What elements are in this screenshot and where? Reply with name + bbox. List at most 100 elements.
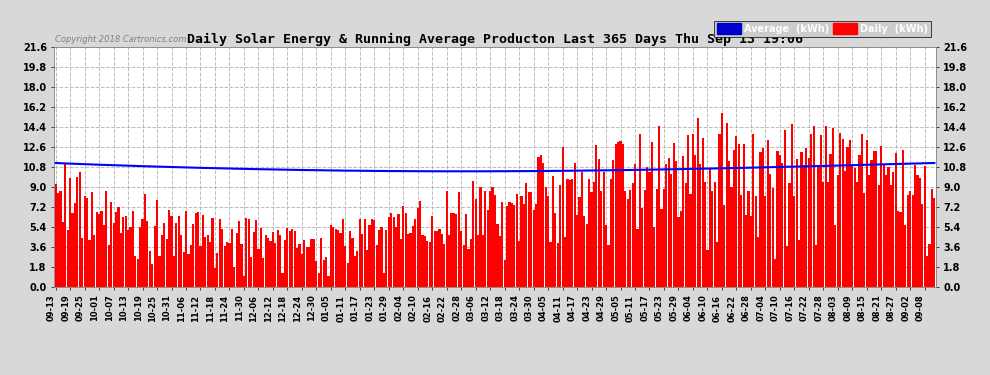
Bar — [351, 238, 353, 287]
Bar — [892, 172, 894, 287]
Bar — [706, 250, 709, 287]
Bar — [291, 229, 293, 287]
Bar — [771, 188, 774, 287]
Bar — [363, 219, 365, 287]
Bar — [407, 234, 409, 287]
Bar — [687, 135, 689, 287]
Bar — [494, 195, 496, 287]
Bar — [835, 225, 837, 287]
Bar — [91, 192, 93, 287]
Bar — [749, 216, 752, 287]
Bar — [246, 218, 248, 287]
Bar — [204, 237, 206, 287]
Bar — [397, 214, 400, 287]
Bar — [506, 206, 508, 287]
Bar — [617, 142, 619, 287]
Bar — [724, 205, 726, 287]
Bar — [709, 169, 711, 287]
Bar — [390, 213, 392, 287]
Bar — [57, 193, 59, 287]
Bar — [612, 160, 615, 287]
Bar — [620, 141, 622, 287]
Bar — [719, 134, 721, 287]
Bar — [796, 159, 798, 287]
Bar — [736, 135, 738, 287]
Bar — [214, 267, 216, 287]
Bar — [904, 225, 907, 287]
Bar — [400, 239, 402, 287]
Bar — [452, 213, 455, 287]
Bar — [786, 246, 788, 287]
Bar — [432, 216, 434, 287]
Bar — [144, 194, 147, 287]
Bar — [837, 175, 839, 287]
Bar — [823, 182, 825, 287]
Bar — [655, 189, 657, 287]
Bar — [93, 235, 95, 287]
Bar — [71, 213, 73, 287]
Bar — [742, 144, 744, 287]
Bar — [759, 152, 761, 287]
Bar — [784, 130, 786, 287]
Bar — [168, 210, 170, 287]
Bar — [583, 216, 585, 287]
Bar — [853, 168, 855, 287]
Bar — [646, 167, 648, 287]
Bar — [754, 196, 756, 287]
Bar — [368, 225, 370, 287]
Bar — [788, 183, 791, 287]
Bar — [856, 183, 858, 287]
Bar — [130, 227, 132, 287]
Text: Copyright 2018 Cartronics.com: Copyright 2018 Cartronics.com — [55, 36, 187, 45]
Bar — [627, 199, 629, 287]
Bar — [212, 218, 214, 287]
Bar — [929, 244, 931, 287]
Bar — [805, 148, 808, 287]
Bar — [482, 236, 484, 287]
Bar — [151, 264, 153, 287]
Bar — [504, 260, 506, 287]
Bar — [650, 142, 653, 287]
Bar — [187, 254, 189, 287]
Bar — [353, 256, 356, 287]
Bar — [595, 145, 598, 287]
Bar — [484, 191, 486, 287]
Bar — [861, 134, 863, 287]
Bar — [333, 227, 335, 287]
Bar — [629, 190, 632, 287]
Bar — [639, 135, 641, 287]
Bar — [665, 164, 667, 287]
Bar — [499, 236, 501, 287]
Bar — [818, 165, 820, 287]
Bar — [909, 191, 911, 287]
Bar — [356, 251, 358, 287]
Bar — [100, 211, 103, 287]
Bar — [677, 217, 679, 287]
Bar — [716, 242, 718, 287]
Bar — [523, 204, 525, 287]
Bar — [361, 234, 363, 287]
Bar — [538, 157, 540, 287]
Bar — [779, 155, 781, 287]
Bar — [731, 187, 733, 287]
Bar — [762, 148, 764, 287]
Bar — [470, 239, 472, 287]
Bar — [385, 230, 387, 287]
Bar — [491, 187, 494, 287]
Bar — [103, 225, 105, 287]
Bar — [308, 246, 310, 287]
Bar — [573, 163, 576, 287]
Bar — [366, 250, 368, 287]
Bar — [158, 256, 160, 287]
Bar — [175, 223, 177, 287]
Bar — [667, 158, 670, 287]
Bar — [190, 245, 192, 287]
Bar — [59, 191, 61, 287]
Bar — [689, 194, 692, 287]
Bar — [199, 246, 202, 287]
Bar — [83, 196, 86, 287]
Bar — [843, 171, 846, 287]
Bar — [185, 211, 187, 287]
Bar — [593, 182, 595, 287]
Bar — [446, 191, 447, 287]
